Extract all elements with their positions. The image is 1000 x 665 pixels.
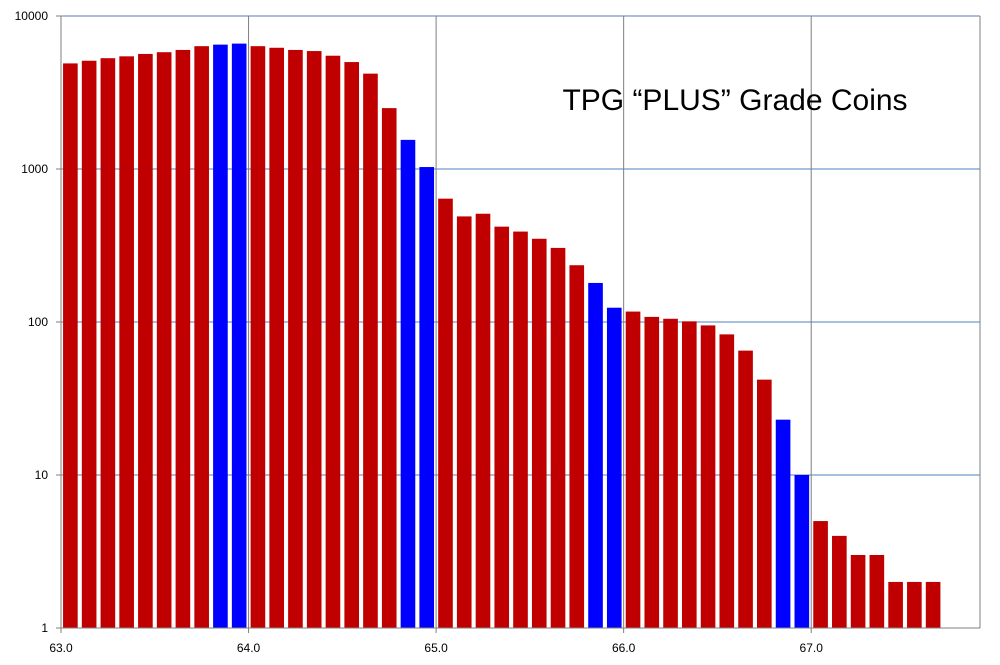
bar	[738, 350, 753, 628]
bar	[850, 555, 866, 628]
x-tick-label: 65.0	[424, 641, 448, 655]
bar-highlight	[775, 419, 791, 628]
bar	[456, 216, 472, 628]
bar	[288, 49, 303, 628]
bar	[81, 60, 97, 629]
bar	[757, 379, 772, 628]
bars	[63, 43, 941, 629]
bar	[531, 238, 547, 628]
bar-highlight	[231, 43, 247, 629]
x-tick-label: 67.0	[800, 641, 824, 655]
bar	[119, 56, 134, 628]
bar-highlight	[419, 167, 435, 629]
bar	[306, 51, 322, 629]
tick-labels: 1 10 100 1000 10000 63.0 64.0 65.0 66.0 67.0	[15, 9, 824, 655]
bar-highlight	[794, 475, 810, 628]
y-tick-label: 1	[41, 621, 48, 635]
bar	[625, 311, 641, 628]
bar	[925, 581, 941, 628]
bar	[700, 325, 716, 628]
bar	[869, 555, 885, 628]
bar	[250, 46, 266, 629]
x-tick-label: 64.0	[237, 641, 261, 655]
y-tick-label: 10	[35, 468, 49, 482]
bar	[63, 63, 78, 628]
bar	[550, 247, 566, 628]
axes	[56, 15, 981, 633]
bar	[100, 58, 116, 628]
bar	[494, 226, 510, 628]
y-tick-label: 1000	[21, 162, 48, 176]
bar	[681, 321, 697, 628]
x-tick-label: 66.0	[612, 641, 636, 655]
bar	[719, 334, 735, 628]
bar	[363, 73, 378, 628]
bar	[344, 62, 360, 629]
bar	[832, 535, 847, 628]
bar	[513, 231, 528, 628]
bar	[813, 521, 828, 628]
bar-highlight	[213, 44, 228, 629]
bar-highlight	[606, 307, 622, 628]
bar	[194, 46, 209, 629]
bar	[888, 581, 903, 628]
bar	[663, 318, 678, 628]
bar-highlight	[400, 139, 416, 628]
bar-highlight	[588, 282, 603, 628]
bar	[138, 53, 153, 628]
y-tick-label: 10000	[15, 9, 49, 23]
bar	[569, 265, 585, 628]
bar	[325, 55, 341, 629]
bar	[175, 49, 191, 628]
bar	[269, 47, 284, 628]
chart-title: TPG “PLUS” Grade Coins	[562, 84, 907, 117]
bar	[644, 316, 660, 628]
bar	[907, 581, 922, 628]
x-tick-label: 63.0	[49, 641, 73, 655]
bar	[156, 52, 172, 628]
y-tick-label: 100	[28, 315, 48, 329]
bar	[438, 198, 453, 628]
bar	[381, 108, 397, 629]
bar	[475, 213, 491, 629]
